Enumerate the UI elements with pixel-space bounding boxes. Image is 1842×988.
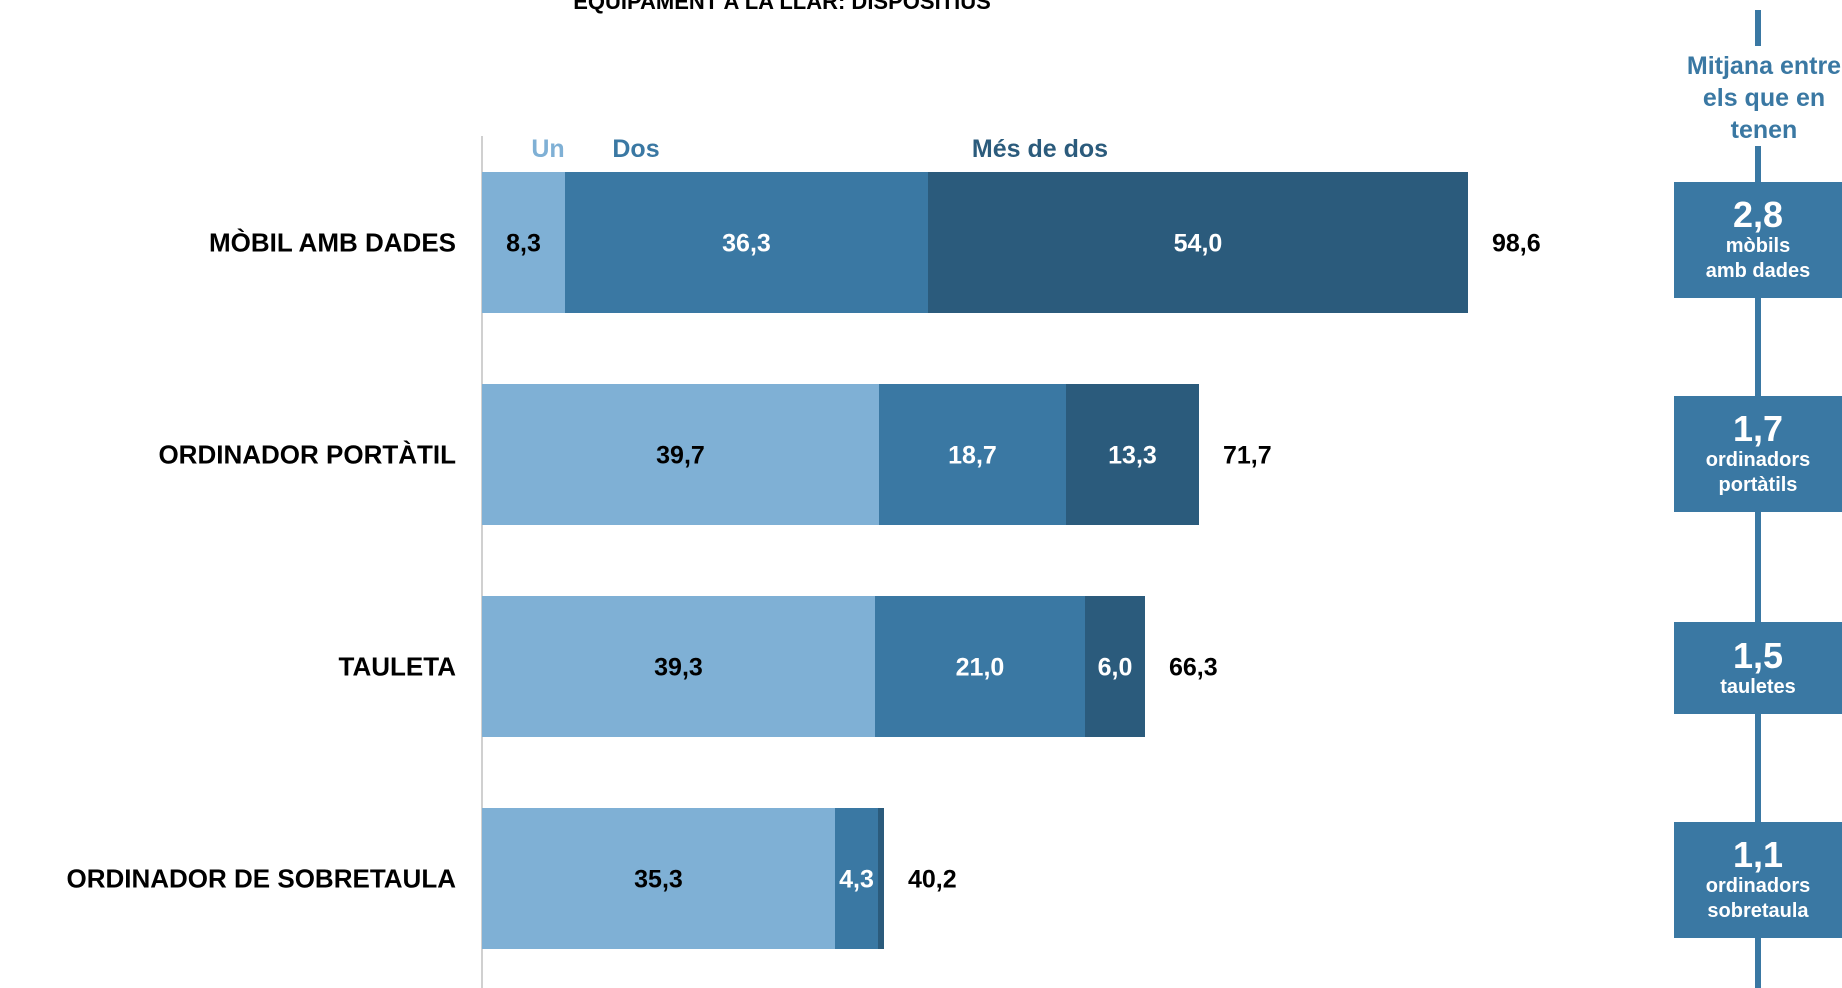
bar-tauleta-un [482,596,875,737]
total-label-ordinador-de-sobretaula: 40,2 [908,866,957,894]
data-label-ordinador-portatil-un: 39,7 [656,442,705,470]
legend-un: Un [531,135,564,163]
mean-value: 1,7 [1732,408,1784,449]
legend-dos: Dos [612,135,659,163]
data-label-ordinador-portatil-mes-de-dos: 13,3 [1108,442,1157,470]
category-label-tauleta: TAULETA [339,652,457,682]
data-label-tauleta-mes-de-dos: 6,0 [1098,654,1133,682]
data-label-mobil-amb-dades-mes-de-dos: 54,0 [1174,230,1223,258]
data-label-tauleta-un: 39,3 [654,654,703,682]
mean-value: 1,1 [1732,834,1784,875]
bar-ordinador-portatil-un [482,384,879,525]
data-label-mobil-amb-dades-dos: 36,3 [722,230,771,258]
data-label-tauleta-dos: 21,0 [956,654,1005,682]
total-label-tauleta: 66,3 [1169,654,1218,682]
bar-ordinador-de-sobretaula-un [482,808,835,949]
bar-mobil-amb-dades-dos [565,172,928,313]
data-label-ordinador-portatil-dos: 18,7 [948,442,997,470]
mean-unit-label: mòbils amb dades [1705,235,1811,282]
bar-tauleta-dos [875,596,1085,737]
bar-mobil-amb-dades-mes-de-dos [928,172,1468,313]
mean-unit-label: tauletes [1720,675,1796,698]
bar-tauleta-mes-de-dos [1085,596,1145,737]
mean-box: 2,8 mòbils amb dades [1674,182,1842,298]
total-label-mobil-amb-dades: 98,6 [1492,230,1541,258]
mean-unit-label: ordinadors portàtils [1705,449,1811,496]
mean-box: 1,1 ordinadors sobretaula [1674,822,1842,938]
mean-box: 1,5 tauletes [1674,622,1842,714]
bar-ordinador-portatil-dos [879,384,1066,525]
data-label-mobil-amb-dades-un: 8,3 [506,230,541,258]
data-label-ordinador-de-sobretaula-un: 35,3 [634,866,683,894]
bar-ordinador-de-sobretaula-mes-de-dos [878,808,884,949]
mean-value: 2,8 [1732,194,1784,235]
mean-unit-label: ordinadors sobretaula [1705,875,1811,922]
data-label-ordinador-de-sobretaula-dos: 4,3 [839,866,874,894]
bar-ordinador-portatil-mes-de-dos [1066,384,1199,525]
total-label-ordinador-portatil: 71,7 [1223,442,1272,470]
chart-title: EQUIPAMENT A LA LLAR: DISPOSITIUS [573,0,991,14]
mean-header-backdrop [1680,46,1842,146]
bar-ordinador-de-sobretaula-dos [835,808,878,949]
mean-box: 1,7 ordinadors portàtils [1674,396,1842,512]
bar-mobil-amb-dades-un [482,172,565,313]
category-label-ordinador-portatil: ORDINADOR PORTÀTIL [158,440,456,470]
category-label-ordinador-de-sobretaula: ORDINADOR DE SOBRETAULA [66,864,456,894]
mean-value: 1,5 [1732,634,1784,676]
legend-mes-de-dos: Més de dos [972,135,1108,163]
category-label-mobil-amb-dades: MÒBIL AMB DADES [209,228,456,258]
mean-panel-header: Mitjana entre els que en tenen [1686,52,1842,144]
